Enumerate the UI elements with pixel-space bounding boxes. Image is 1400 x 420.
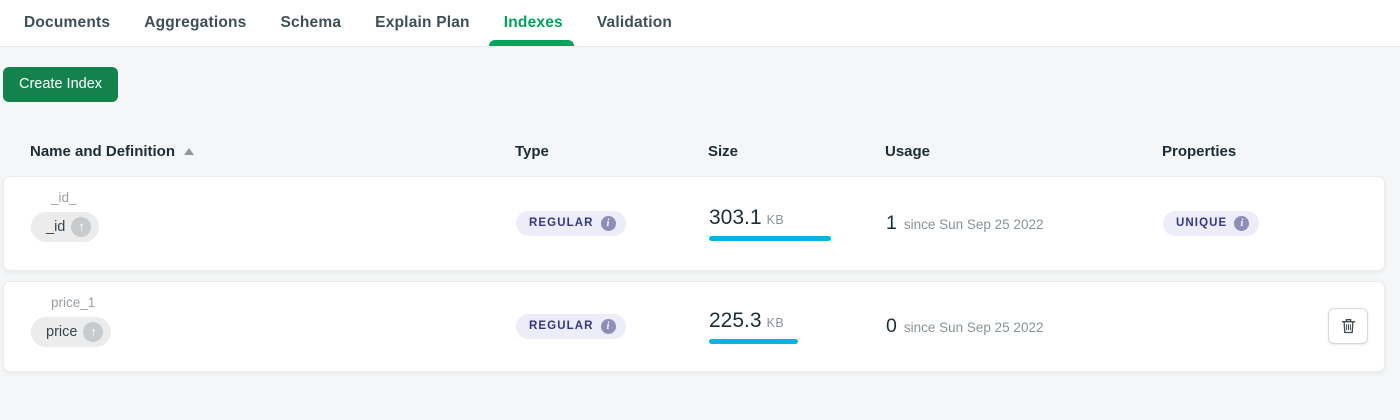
index-type-label: REGULAR [529,320,594,332]
arrow-up-icon: ↑ [83,321,104,342]
indexes-table-header: Name and Definition Type Size Usage Prop… [0,143,1400,160]
size-value: 303.1 [709,205,762,229]
tab-indexes[interactable]: Indexes [487,0,580,46]
index-row-price: price_1 price ↑ REGULAR i 225.3 KB 0 sin… [3,280,1385,372]
properties-cell [1163,282,1313,371]
delete-index-button[interactable] [1328,308,1368,344]
name-cell: price_1 price ↑ [31,282,516,371]
size-unit: KB [766,212,785,227]
index-name: price_1 [51,294,96,310]
index-type-badge: REGULAR i [516,313,626,339]
tab-schema[interactable]: Schema [280,14,342,31]
type-cell: REGULAR i [516,177,709,270]
column-header-size: Size [708,142,739,160]
tab-documents[interactable]: Documents [24,14,111,31]
index-property-badge: UNIQUE i [1163,210,1260,236]
create-index-button[interactable]: Create Index [3,67,119,102]
usage-since: since Sun Sep 25 2022 [903,216,1044,232]
actions-cell [1313,177,1384,270]
usage-count: 0 [886,314,897,337]
index-field-badge: _id ↑ [31,211,100,242]
column-header-actions [1312,143,1400,160]
sort-ascending-icon [184,147,195,155]
tab-explain-plan[interactable]: Explain Plan [375,14,470,31]
column-header-usage: Usage [885,142,931,160]
index-field-label: _id [46,218,66,235]
index-property-label: UNIQUE [1176,217,1228,229]
size-cell: 303.1 KB [709,177,886,270]
indexes-table-body: _id_ _id ↑ REGULAR i 303.1 KB 1 since Su… [0,175,1400,372]
size-unit: KB [766,315,785,330]
index-type-badge: REGULAR i [516,210,626,236]
collection-tab-bar: Documents Aggregations Schema Explain Pl… [0,0,1400,47]
trash-icon [1341,319,1355,334]
usage-cell: 0 since Sun Sep 25 2022 [886,282,1163,371]
tab-aggregations[interactable]: Aggregations [144,14,247,31]
type-cell: REGULAR i [516,282,709,371]
size-value: 225.3 [709,308,762,332]
name-cell: _id_ _id ↑ [31,177,516,270]
column-header-type: Type [515,142,549,160]
info-icon[interactable]: i [1234,215,1250,231]
usage-count: 1 [886,211,897,234]
info-icon[interactable]: i [600,215,616,231]
index-field-badge: price ↑ [31,316,112,347]
index-type-label: REGULAR [529,217,594,229]
size-bar [709,235,831,241]
tab-validation[interactable]: Validation [596,14,673,31]
info-icon[interactable]: i [600,318,616,334]
index-name: _id_ [51,189,77,205]
arrow-up-icon: ↑ [71,216,92,237]
usage-since: since Sun Sep 25 2022 [903,319,1044,335]
index-field-label: price [46,323,78,340]
column-header-properties: Properties [1162,142,1237,160]
column-header-name-and-definition[interactable]: Name and Definition [30,143,515,160]
size-bar [709,338,798,344]
column-header-name-label: Name and Definition [30,142,176,160]
index-row-id: _id_ _id ↑ REGULAR i 303.1 KB 1 since Su… [3,175,1385,271]
size-cell: 225.3 KB [709,282,886,371]
properties-cell: UNIQUE i [1163,177,1313,270]
actions-cell [1313,282,1384,371]
usage-cell: 1 since Sun Sep 25 2022 [886,177,1163,270]
